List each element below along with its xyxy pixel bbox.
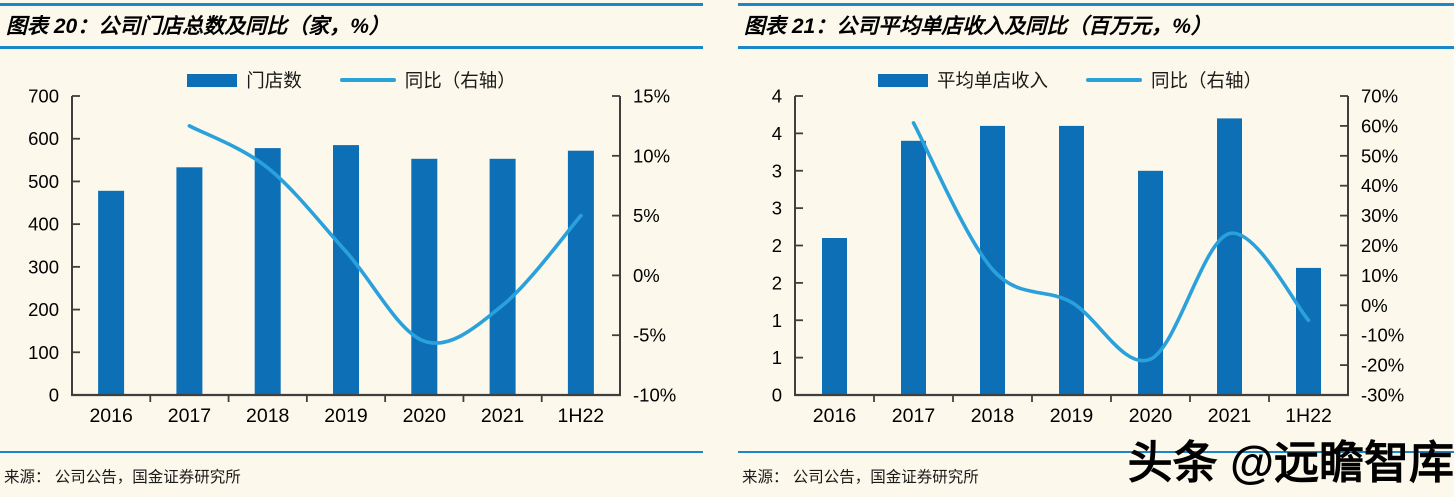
x-axis-label: 2018 [246,405,289,427]
right-axis-label: -20% [1361,355,1404,376]
x-axis-label: 2021 [481,405,524,427]
yoy-line [911,121,1311,363]
x-axis-label: 1H22 [558,405,605,427]
left-axis-label: 500 [28,171,59,192]
right-axis-label: 70% [1361,86,1398,107]
watermark: 头条 @远瞻智库 [1127,437,1454,488]
left-axis-label: 3 [772,160,782,181]
left-axis-label: 100 [28,342,59,363]
left-axis-label: 0 [772,385,782,406]
bar-2016 [98,190,125,395]
bar-1H22 [1296,267,1321,395]
bar-2019 [1059,125,1084,396]
bar-2021 [1217,118,1242,396]
figure-row: 图表 20：公司门店总数及同比（家，%） 700 600 500 400 300 200 1… [0,3,1454,487]
right-axis-label: -10% [1361,325,1404,346]
figure-title: 图表 20：公司门店总数及同比（家，%） [6,15,390,38]
left-axis-label: 1 [772,310,782,331]
right-axis-label: 15% [633,86,670,107]
figure-title: 图表 21：公司平均单店收入及同比（百万元，%） [744,15,1212,38]
x-axis-label: 2019 [1050,405,1093,427]
footer-rule [738,451,1454,453]
x-axis-label: 2016 [89,405,132,427]
bar-1H22 [567,150,594,395]
bar-2017 [176,167,203,395]
title-rule-top [0,3,703,6]
right-axis-label: 20% [1361,235,1398,256]
x-axis-label: 2017 [168,405,211,427]
left-axis-label: 2 [772,235,782,256]
x-axis-label: 2016 [813,405,856,427]
title-rule-bottom [0,46,703,49]
right-axis-label: 0% [1361,295,1388,316]
right-axis-label: 50% [1361,145,1398,166]
bar-2017 [901,140,926,395]
store-count-combo-chart: 700 600 500 400 300 200 100 0 15% 10% 5% 0% -5% -10% 2… [28,86,676,428]
right-axis-label: 60% [1361,115,1398,136]
left-axis-label: 700 [28,86,59,107]
x-axis-label: 2019 [324,405,367,427]
yoy-line [187,124,583,345]
left-axis-label: 200 [28,299,59,320]
x-axis-label: 2020 [403,405,447,427]
bar-2018 [254,148,281,395]
left-axis-label: 600 [28,128,59,149]
store-count-chart-area: 700 600 500 400 300 200 100 0 15% 10% 5% 0% -5% -10% 2… [0,49,703,451]
title-rule-bottom [738,46,1454,49]
right-axis-label: -5% [633,325,666,346]
left-axis-label: 4 [772,123,782,144]
x-axis-label: 2020 [1129,405,1173,427]
right-axis-label: -30% [1361,385,1404,406]
left-axis-label: 300 [28,256,59,277]
left-axis-label: 4 [772,86,782,107]
bar-2020 [411,158,438,395]
figure-panel-21: 图表 21：公司平均单店收入及同比（百万元，%） 4 4 3 3 2 2 1 1 0 70% 60%… [738,3,1454,487]
x-axis-label: 1H22 [1285,405,1332,427]
right-axis-label: 10% [1361,265,1398,286]
x-axis-label: 2017 [892,405,935,427]
right-axis-label: 30% [1361,205,1398,226]
left-axis-label: 400 [28,214,59,235]
left-axis-label: 1 [772,347,782,368]
x-axis-label: 2021 [1208,405,1251,427]
avg-revenue-chart-area: 4 4 3 3 2 2 1 1 0 70% 60% 50% 40% 30% 20% 10% 0% -10% -20%… [738,49,1454,451]
x-axis-label: 2018 [971,405,1014,427]
left-axis-label: 0 [49,385,59,406]
bar-2019 [333,145,359,395]
source-note: 来源： 公司公告，国金证券研究所 [4,469,241,486]
bar-2016 [822,238,847,395]
right-axis-label: -10% [633,385,676,406]
source-note: 来源： 公司公告，国金证券研究所 [742,469,979,486]
avg-revenue-combo-chart: 4 4 3 3 2 2 1 1 0 70% 60% 50% 40% 30% 20% 10% 0% -10% -20%… [772,86,1405,428]
right-axis-label: 40% [1361,175,1398,196]
title-rule-top [738,3,1454,6]
right-axis-label: 0% [633,265,660,286]
right-axis-label: 5% [633,205,660,226]
left-axis-label: 3 [772,198,782,219]
left-axis-label: 2 [772,272,782,293]
right-axis-label: 10% [633,145,670,166]
bar-2021 [489,158,516,395]
footer-rule [0,451,703,453]
figure-panel-20: 图表 20：公司门店总数及同比（家，%） 700 600 500 400 300 200 1… [0,3,703,487]
